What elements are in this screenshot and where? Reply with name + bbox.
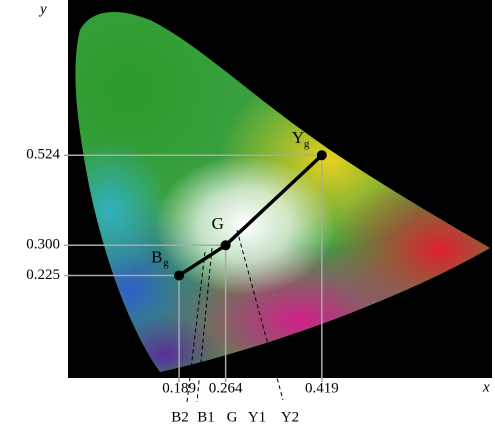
point — [316, 150, 327, 161]
point-label-subscript: g — [163, 257, 169, 269]
x-tick-label: 0.264 — [209, 380, 243, 396]
point — [174, 270, 185, 281]
x-tick-label: 0.419 — [305, 380, 339, 396]
x-tick-label: 0.189 — [162, 380, 196, 396]
point-label: G — [212, 214, 224, 233]
dashed-line — [236, 229, 284, 401]
dashed-line — [196, 247, 213, 403]
bottom-label: B2 — [171, 409, 189, 425]
bottom-label: Y2 — [281, 409, 299, 425]
bottom-label: B1 — [197, 409, 215, 425]
y-axis-label: y — [38, 1, 47, 17]
point — [220, 240, 231, 251]
y-tick-label: 0.300 — [26, 237, 60, 253]
y-tick-label: 0.524 — [26, 147, 60, 163]
point-label: Y — [292, 128, 304, 147]
point-label: B — [151, 247, 162, 266]
bottom-label: G — [227, 409, 238, 425]
y-tick-label: 0.225 — [26, 267, 60, 283]
point-label-subscript: g — [304, 138, 310, 150]
x-axis-label: x — [482, 379, 490, 395]
bottom-label: Y1 — [248, 409, 266, 425]
